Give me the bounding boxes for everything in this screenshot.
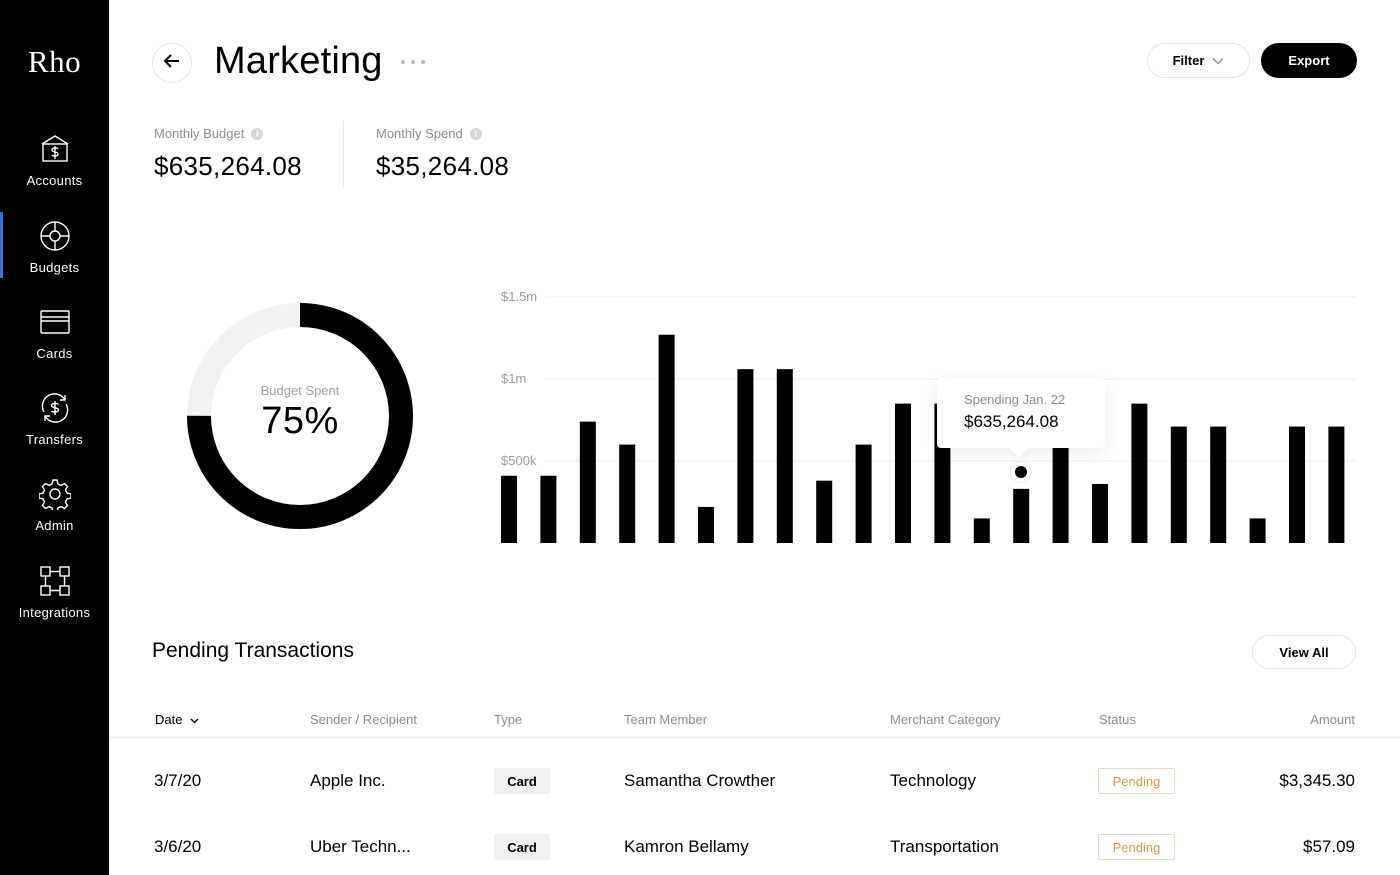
status-badge: Pending bbox=[1098, 768, 1175, 794]
sidebar-item-label: Admin bbox=[35, 518, 74, 533]
chart-bar[interactable] bbox=[1210, 426, 1227, 543]
column-header-merchant-category[interactable]: Merchant Category bbox=[890, 712, 1001, 727]
sidebar-item-admin[interactable]: Admin bbox=[0, 478, 109, 548]
cell-date: 3/7/20 bbox=[154, 771, 202, 790]
status-badge: Pending bbox=[1098, 834, 1175, 860]
page-title: Marketing bbox=[214, 40, 383, 82]
transfer-icon bbox=[0, 392, 109, 424]
sidebar-item-transfers[interactable]: Transfers bbox=[0, 392, 109, 462]
chart-bar[interactable] bbox=[855, 444, 872, 543]
y-tick-label: $500k bbox=[501, 453, 537, 468]
column-header-sender[interactable]: Sender / Recipient bbox=[310, 712, 417, 727]
column-header-team-member[interactable]: Team Member bbox=[624, 712, 708, 727]
chart-bar[interactable] bbox=[658, 334, 675, 543]
chart-bar[interactable] bbox=[1131, 403, 1148, 543]
section-title: Pending Transactions bbox=[152, 639, 354, 662]
dot-icon bbox=[401, 60, 405, 64]
cell-merchant-category: Transportation bbox=[890, 837, 999, 856]
view-all-button[interactable]: View All bbox=[1252, 635, 1356, 669]
sidebar-item-label: Integrations bbox=[18, 605, 91, 620]
y-tick-label: $1.5m bbox=[501, 289, 537, 304]
chart-bar[interactable] bbox=[579, 421, 596, 543]
card-icon bbox=[0, 306, 109, 338]
cell-team-member: Kamron Bellamy bbox=[624, 837, 749, 856]
chart-bar[interactable] bbox=[973, 518, 990, 543]
dot-icon bbox=[411, 60, 415, 64]
tooltip-value: $635,264.08 bbox=[964, 412, 1059, 431]
bank-icon bbox=[0, 133, 109, 165]
filter-label: Filter bbox=[1172, 53, 1205, 68]
sidebar-item-integrations[interactable]: Integrations bbox=[0, 565, 109, 635]
chevron-down-icon bbox=[1212, 53, 1224, 68]
chart-bar[interactable] bbox=[698, 506, 714, 543]
chart-bar[interactable] bbox=[1052, 428, 1069, 543]
filter-button[interactable]: Filter bbox=[1147, 43, 1250, 78]
cell-sender: Uber Techn... bbox=[310, 837, 411, 856]
back-button[interactable] bbox=[152, 43, 192, 83]
monthly-spend-label: Monthly Spend bbox=[376, 126, 463, 141]
chart-bar[interactable] bbox=[816, 480, 833, 543]
dot-icon bbox=[421, 60, 425, 64]
sidebar-item-cards[interactable]: Cards bbox=[0, 306, 109, 376]
chart-bar[interactable] bbox=[540, 475, 557, 543]
monthly-budget-stat: Monthly Budget i $635,264.08 bbox=[154, 126, 302, 182]
sidebar-item-accounts[interactable]: Accounts bbox=[0, 133, 109, 203]
monthly-spend-value: $35,264.08 bbox=[376, 151, 510, 181]
budget-icon bbox=[0, 220, 109, 252]
column-header-type[interactable]: Type bbox=[494, 712, 523, 727]
monthly-budget-label: Monthly Budget bbox=[154, 126, 245, 141]
donut-value: 75% bbox=[261, 400, 339, 442]
chart-bar[interactable] bbox=[1013, 488, 1030, 543]
rho-logo[interactable]: Rho bbox=[27, 44, 82, 79]
cell-amount: $57.09 bbox=[1303, 837, 1355, 856]
chart-bar[interactable] bbox=[619, 444, 636, 543]
column-header-status[interactable]: Status bbox=[1099, 712, 1136, 727]
monthly-budget-value: $635,264.08 bbox=[154, 151, 302, 181]
arrow-left-icon bbox=[163, 52, 181, 75]
sidebar-item-budgets[interactable]: Budgets bbox=[0, 212, 109, 290]
chevron-down-icon bbox=[190, 712, 199, 727]
sidebar-item-label: Accounts bbox=[26, 173, 83, 188]
chart-bar[interactable] bbox=[737, 369, 754, 543]
spending-bar-chart: $1.5m $1m $500k bbox=[501, 289, 1357, 543]
more-options-button[interactable] bbox=[401, 52, 425, 72]
donut-label: Budget Spent bbox=[260, 383, 340, 398]
cell-sender: Apple Inc. bbox=[310, 771, 386, 790]
table-header-divider bbox=[109, 737, 1400, 738]
monthly-spend-stat: Monthly Spend i $35,264.08 bbox=[376, 126, 509, 182]
tooltip-label: Spending Jan. 22 bbox=[964, 392, 1066, 407]
chart-bar[interactable] bbox=[776, 369, 793, 543]
cell-team-member: Samantha Crowther bbox=[624, 771, 776, 790]
column-header-date[interactable]: Date bbox=[155, 712, 199, 727]
sidebar-item-label: Budgets bbox=[29, 260, 80, 275]
export-button[interactable]: Export bbox=[1261, 43, 1357, 78]
donut-svg bbox=[187, 303, 413, 529]
chart-bar[interactable] bbox=[1170, 426, 1187, 543]
chart-bar[interactable] bbox=[1328, 426, 1345, 543]
y-tick-label: $1m bbox=[501, 371, 526, 386]
stat-divider bbox=[343, 121, 344, 187]
type-badge: Card bbox=[494, 768, 550, 794]
chart-highlight-dot[interactable] bbox=[1011, 462, 1031, 482]
gear-icon bbox=[0, 478, 109, 510]
integrations-icon bbox=[0, 565, 109, 597]
cell-amount: $3,345.30 bbox=[1279, 771, 1355, 790]
chart-bar[interactable] bbox=[1289, 426, 1305, 543]
chart-bar[interactable] bbox=[1092, 483, 1108, 543]
chart-tooltip: Spending Jan. 22 $635,264.08 bbox=[937, 378, 1105, 448]
cell-merchant-category: Technology bbox=[890, 771, 977, 790]
chart-bar[interactable] bbox=[1249, 518, 1266, 543]
sidebar-item-label: Cards bbox=[36, 346, 73, 361]
donut-fill bbox=[187, 303, 413, 529]
chart-bar[interactable] bbox=[501, 475, 517, 543]
column-header-amount[interactable]: Amount bbox=[1310, 712, 1355, 727]
info-icon[interactable]: i bbox=[251, 127, 264, 140]
sidebar: Rho Accounts Budgets Cards bbox=[0, 0, 109, 875]
cell-date: 3/6/20 bbox=[154, 837, 202, 856]
info-icon[interactable]: i bbox=[469, 127, 482, 140]
type-badge: Card bbox=[494, 834, 550, 860]
chart-bar[interactable] bbox=[895, 403, 911, 543]
budget-spent-donut: Budget Spent 75% bbox=[186, 302, 414, 530]
sidebar-item-label: Transfers bbox=[25, 432, 84, 447]
